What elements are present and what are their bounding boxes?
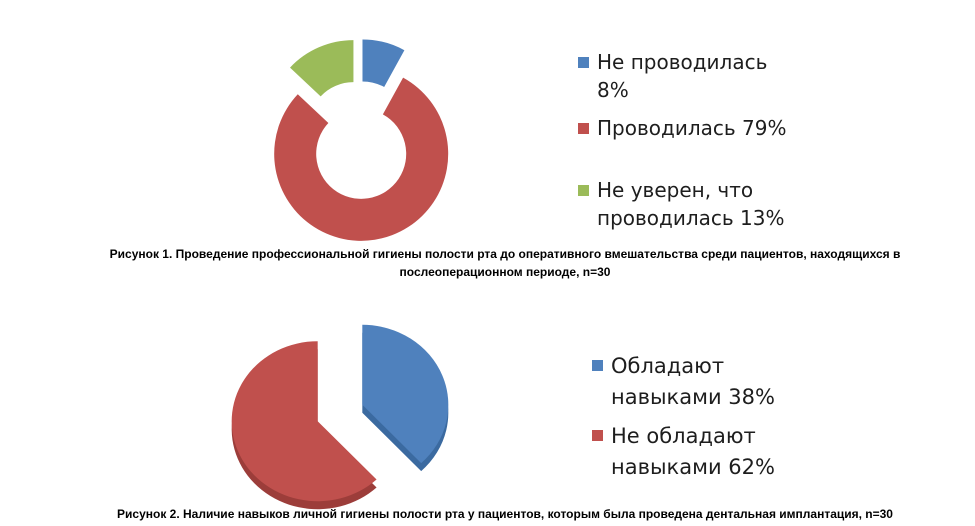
- slice-have-skills: [362, 324, 449, 464]
- chart-2-pie: [231, 324, 449, 510]
- legend-label: Не проводилась: [597, 50, 768, 74]
- legend-swatch-green: [578, 185, 589, 196]
- slice-no-skills: [231, 341, 377, 502]
- legend-label: Проводилась 79%: [597, 116, 787, 140]
- chart-1-doughnut: [274, 39, 449, 241]
- legend-label: Не уверен, что: [597, 178, 754, 202]
- legend-swatch-red: [592, 430, 603, 441]
- legend-item-not-sure: Не уверен, что проводилась 13%: [578, 176, 785, 232]
- slice-not-performed: [362, 39, 405, 88]
- slice-performed: [274, 77, 449, 241]
- legend-label: Обладают: [611, 354, 725, 378]
- legend-item-have-skills: Обладают навыками 38%: [592, 351, 775, 413]
- legend-label: Не обладают: [611, 424, 756, 448]
- figure-2-caption: Рисунок 2. Наличие навыков личной гигиен…: [117, 507, 893, 521]
- legend-swatch-blue: [578, 57, 589, 68]
- legend-label: проводилась 13%: [597, 206, 785, 230]
- legend-swatch-red: [578, 123, 589, 134]
- legend-swatch-blue: [592, 360, 603, 371]
- legend-item-no-skills: Не обладают навыками 62%: [592, 421, 775, 483]
- slice-not-sure: [290, 40, 354, 97]
- legend-label: навыками 38%: [611, 385, 775, 409]
- legend-item-performed: Проводилась 79%: [578, 114, 786, 142]
- legend-item-not-performed: Не проводилась 8%: [578, 48, 767, 104]
- legend-label: навыками 62%: [611, 455, 775, 479]
- legend-label: 8%: [597, 78, 629, 102]
- figure-1-caption: Рисунок 1. Проведение профессиональной г…: [109, 247, 901, 279]
